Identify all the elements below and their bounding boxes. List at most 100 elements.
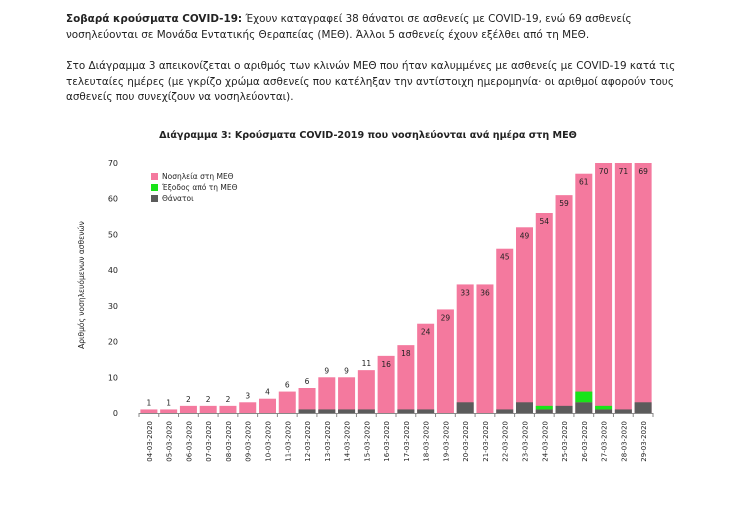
bar-icu-hospitalized [318,377,336,413]
x-tick-label: 09-03-2020 [245,421,253,462]
bar-deaths [397,409,415,413]
bar-value-label: 9 [324,366,329,375]
bar-deaths [298,409,316,413]
bar-deaths [614,409,632,413]
legend-swatch [151,184,158,191]
bar-value-label: 3 [245,391,250,400]
bar-value-label: 36 [480,288,490,297]
x-tick-label: 07-03-2020 [205,421,213,462]
bar-icu-hospitalized [278,391,296,413]
x-tick-label: 28-03-2020 [620,421,628,462]
bar-icu-hospitalized [575,173,593,413]
x-tick-label: 04-03-2020 [146,421,154,462]
bar-icu-hospitalized [496,248,514,413]
x-tick-label: 20-03-2020 [462,421,470,462]
bar-value-label: 45 [500,253,510,262]
bar-deaths [417,409,435,413]
bar-value-label: 2 [206,395,211,404]
bar-deaths [496,409,514,413]
bar-icu-hospitalized [417,323,435,413]
x-tick-label: 22-03-2020 [502,421,510,462]
y-tick-label: 50 [108,230,118,239]
bar-icu-hospitalized [160,409,178,413]
legend-label: Θάνατοι [162,194,194,203]
bar-value-label: 71 [619,167,629,176]
bar-value-label: 70 [599,167,609,176]
y-tick-label: 30 [108,302,118,311]
bar-value-label: 1 [146,398,151,407]
x-tick-label: 24-03-2020 [541,421,549,462]
chart-title: Διάγραμμα 3: Κρούσματα COVID-2019 που νο… [159,130,577,141]
x-tick-label: 19-03-2020 [442,421,450,462]
bar-discharged [595,405,613,410]
bar-deaths [357,409,375,413]
bar-icu-hospitalized [338,377,356,413]
bar-icu-hospitalized [476,284,494,413]
bar-deaths [575,402,593,413]
x-tick-label: 23-03-2020 [522,421,530,462]
bar-value-label: 29 [441,313,451,322]
x-tick-label: 05-03-2020 [166,421,174,462]
bar-icu-hospitalized [298,388,316,413]
x-axis: 04-03-2020 05-03-2020 06-03-2020 07-03-2020… [138,413,654,462]
bar-icu-hospitalized [397,345,415,413]
bar-value-label: 18 [401,349,411,358]
bar-value-label: 16 [381,360,391,369]
bar-icu-hospitalized [634,163,652,413]
bar-discharged [575,391,593,403]
x-tick-label: 21-03-2020 [482,421,490,462]
y-tick-label: 20 [108,338,118,347]
x-tick-label: 12-03-2020 [304,421,312,462]
legend-label: Νοσηλεία στη ΜΕΘ [162,172,234,181]
bar-deaths [535,409,553,413]
intro-heading: Σοβαρά κρούσματα COVID-19: [66,13,243,25]
legend-swatch [151,195,158,202]
bar-value-label: 49 [520,231,530,240]
bar-value-label: 59 [559,199,569,208]
bar-icu-hospitalized [377,355,395,413]
x-tick-label: 10-03-2020 [265,421,273,462]
bar-icu-hospitalized [357,370,375,413]
legend-label: Έξοδος από τη ΜΕΘ [161,183,238,192]
bar-icu-hospitalized [436,309,454,413]
bar-icu-hospitalized [219,405,237,413]
y-tick-label: 60 [108,195,118,204]
x-tick-label: 13-03-2020 [324,421,332,462]
x-tick-label: 29-03-2020 [640,421,648,462]
bar-value-label: 24 [421,328,431,337]
bar-value-label: 2 [186,395,191,404]
intro-paragraph: Σοβαρά κρούσματα COVID-19: Έχουν καταγρα… [66,12,706,43]
y-axis-tick-labels: 0 10 20 30 40 50 60 70 [108,159,118,418]
bar-deaths [456,402,474,413]
y-tick-label: 70 [108,159,118,168]
bar-value-label: 1 [166,398,171,407]
x-tick-label: 08-03-2020 [225,421,233,462]
bar-deaths [634,402,652,413]
bar-value-label: 6 [305,377,310,386]
bar-icu-hospitalized [258,398,277,413]
bar-value-label: 11 [362,359,372,368]
bar-deaths [338,409,356,413]
bar-value-label: 6 [285,381,290,390]
bar-deaths [555,405,573,413]
bar-value-label: 4 [265,388,270,397]
bar-value-label: 2 [226,395,231,404]
bar-icu-hospitalized [595,163,613,413]
legend-swatch [151,173,158,180]
x-tick-label: 18-03-2020 [423,421,431,462]
bar-icu-hospitalized [456,284,474,413]
x-tick-label: 17-03-2020 [403,421,411,462]
bar-icu-hospitalized [239,402,257,413]
legend: Νοσηλεία στη ΜΕΘ Έξοδος από τη ΜΕΘ Θάνατοι [151,172,238,203]
bar-value-label: 69 [638,167,648,176]
bar-deaths [515,402,534,413]
x-tick-label: 14-03-2020 [344,421,352,462]
chart-description: Στο Διάγραμμα 3 απεικονίζεται ο αριθμός … [66,60,676,103]
bar-deaths [595,409,613,413]
bar-value-label: 61 [579,178,589,187]
x-tick-label: 06-03-2020 [185,421,193,462]
x-tick-label: 15-03-2020 [363,421,371,462]
bar-deaths [318,409,336,413]
